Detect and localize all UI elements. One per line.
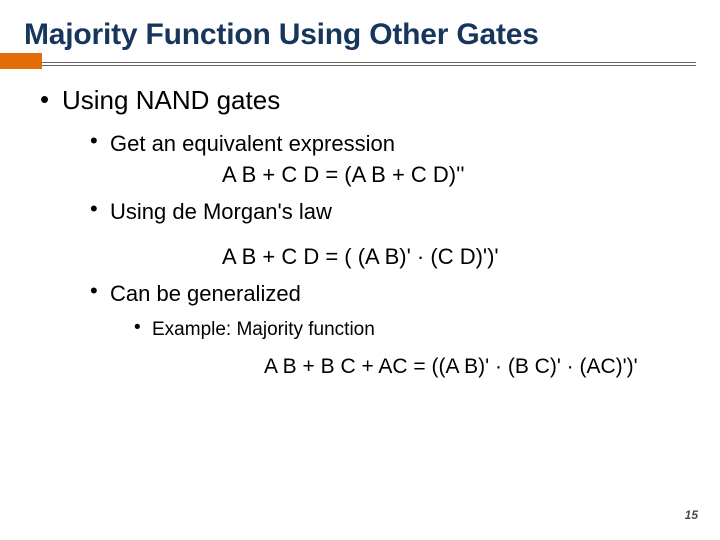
list-item: Can be generalized Example: Majority fun… bbox=[90, 280, 692, 381]
bullet-list-level2: Get an equivalent expression A B + C D =… bbox=[62, 130, 692, 381]
slide: Majority Function Using Other Gates Usin… bbox=[0, 0, 720, 540]
slide-title: Majority Function Using Other Gates bbox=[0, 18, 720, 52]
point-text: Get an equivalent expression bbox=[110, 131, 395, 156]
point-text: Can be generalized bbox=[110, 281, 301, 306]
list-item: Example: Majority function A B + B C + A… bbox=[134, 318, 692, 381]
accent-block bbox=[0, 53, 42, 69]
formula: A B + C D = ( (A B)' · (C D)')' bbox=[110, 243, 692, 272]
page-number: 15 bbox=[685, 508, 698, 522]
point-text: Example: Majority function bbox=[152, 319, 375, 340]
bullet-list-level1: Using NAND gates Get an equivalent expre… bbox=[28, 86, 692, 381]
slide-body: Using NAND gates Get an equivalent expre… bbox=[0, 66, 720, 381]
point-text: Using de Morgan's law bbox=[110, 199, 332, 224]
bullet-list-level3: Example: Majority function A B + B C + A… bbox=[110, 318, 692, 381]
formula: A B + C D = (A B + C D)'' bbox=[110, 161, 692, 190]
list-item: Get an equivalent expression A B + C D =… bbox=[90, 130, 692, 190]
double-rule bbox=[42, 62, 696, 68]
section-heading: Using NAND gates bbox=[62, 85, 280, 115]
title-rule bbox=[0, 60, 720, 66]
list-item: Using NAND gates Get an equivalent expre… bbox=[40, 86, 692, 381]
list-item: Using de Morgan's law A B + C D = ( (A B… bbox=[90, 198, 692, 272]
formula: A B + B C + AC = ((A B)' · (B C)' · (AC)… bbox=[152, 353, 692, 380]
